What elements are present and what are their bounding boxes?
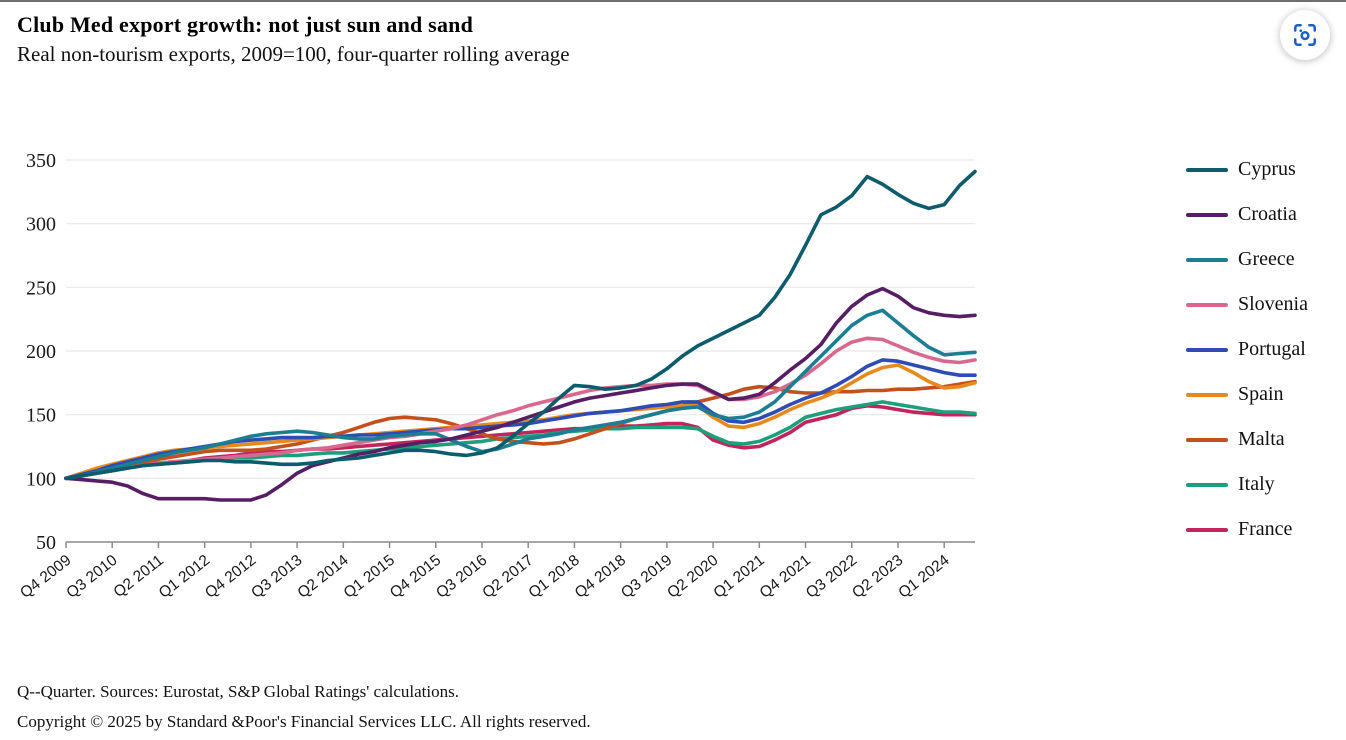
legend-swatch-malta	[1186, 437, 1228, 442]
x-tick-label: Q3 2013	[248, 552, 305, 602]
y-tick-label: 50	[36, 532, 56, 554]
x-tick-label: Q1 2012	[156, 552, 213, 602]
legend-item-croatia[interactable]: Croatia	[1186, 192, 1308, 237]
series-line-spain[interactable]	[64, 363, 977, 481]
legend-item-greece[interactable]: Greece	[1186, 237, 1308, 282]
legend-swatch-spain	[1186, 392, 1228, 397]
legend-label: Italy	[1238, 473, 1275, 495]
x-tick-label: Q1 2018	[526, 552, 583, 602]
legend-label: Spain	[1238, 383, 1284, 405]
x-tick-label: Q4 2018	[572, 552, 629, 602]
y-tick-label: 150	[26, 405, 56, 427]
x-tick-label: Q3 2010	[63, 552, 121, 602]
x-tick-label: Q4 2015	[387, 552, 444, 602]
x-tick-label: Q1 2021	[710, 552, 767, 602]
legend-label: France	[1238, 518, 1293, 540]
x-tick-label: Q2 2011	[110, 552, 166, 601]
series-line-greece[interactable]	[64, 308, 977, 481]
screenshot-capture-icon	[1294, 24, 1316, 46]
legend-swatch-france	[1186, 527, 1228, 532]
legend-label: Croatia	[1238, 203, 1297, 225]
legend-swatch-italy	[1186, 482, 1228, 487]
legend-label: Cyprus	[1238, 158, 1296, 180]
page-subtitle: Real non-tourism exports, 2009=100, four…	[17, 42, 570, 66]
x-tick-label: Q4 2009	[17, 552, 74, 602]
x-tick-label: Q3 2019	[618, 552, 675, 602]
x-tick-label: Q2 2017	[479, 552, 536, 602]
screenshot-button[interactable]	[1280, 10, 1330, 60]
legend-item-slovenia[interactable]: Slovenia	[1186, 282, 1308, 327]
series-line-cyprus[interactable]	[64, 169, 977, 481]
legend-item-italy[interactable]: Italy	[1186, 462, 1308, 507]
y-tick-label: 200	[26, 341, 56, 363]
x-tick-label: Q3 2022	[803, 552, 860, 602]
legend-swatch-greece	[1186, 257, 1228, 262]
legend-item-france[interactable]: France	[1186, 507, 1308, 552]
y-axis-labels: 50 100 150 200 250 300 350	[26, 150, 56, 554]
legend-item-spain[interactable]: Spain	[1186, 372, 1308, 417]
copyright-note: Copyright © 2025 by Standard &Poor's Fin…	[17, 712, 591, 731]
legend-item-malta[interactable]: Malta	[1186, 417, 1308, 462]
chart-legend: Cyprus Croatia Greece Slovenia Portugal Spain…	[1186, 147, 1308, 552]
legend-label: Portugal	[1238, 338, 1306, 360]
y-tick-label: 300	[26, 214, 56, 236]
y-tick-label: 100	[26, 468, 56, 490]
x-tick-label: Q3 2016	[433, 552, 490, 602]
legend-item-portugal[interactable]: Portugal	[1186, 327, 1308, 372]
x-tick-label: Q1 2015	[341, 552, 398, 602]
x-tick-label: Q2 2023	[849, 552, 906, 602]
legend-item-cyprus[interactable]: Cyprus	[1186, 147, 1308, 192]
line-chart: 50 100 150 200 250 300 350 Q4 2009 Q3 2010 Q2 201…	[0, 2, 1010, 642]
series-line-croatia[interactable]	[64, 286, 977, 502]
x-tick-label: Q4 2021	[757, 552, 814, 602]
legend-swatch-portugal	[1186, 347, 1228, 352]
legend-swatch-slovenia	[1186, 302, 1228, 307]
x-tick-label: Q4 2012	[202, 552, 259, 602]
x-tick-label: Q1 2024	[895, 552, 953, 602]
source-note: Q--Quarter. Sources: Eurostat, S&P Globa…	[17, 682, 459, 701]
legend-swatch-cyprus	[1186, 167, 1228, 172]
y-tick-label: 350	[26, 150, 56, 172]
series-lines	[64, 169, 977, 502]
legend-label: Slovenia	[1238, 293, 1308, 315]
series-line-slovenia[interactable]	[64, 336, 977, 481]
legend-label: Greece	[1238, 248, 1295, 270]
page-title: Club Med export growth: not just sun and…	[17, 12, 474, 37]
legend-swatch-croatia	[1186, 212, 1228, 217]
y-tick-label: 250	[26, 277, 56, 299]
legend-label: Malta	[1238, 428, 1285, 450]
x-tick-label: Q2 2020	[664, 552, 722, 602]
x-tick-label: Q2 2014	[294, 552, 352, 602]
